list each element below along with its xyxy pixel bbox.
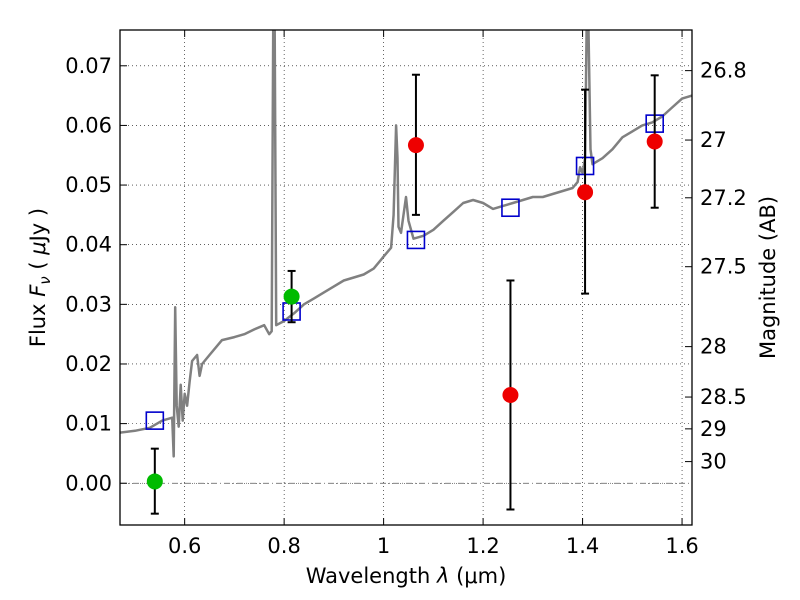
y-tick-label: 0.05 bbox=[65, 173, 112, 197]
observed-point bbox=[146, 473, 163, 490]
x-axis-label: Wavelength λ (μm) bbox=[306, 564, 507, 588]
y2-tick-label: 30 bbox=[700, 450, 727, 474]
y-tick-label: 0.02 bbox=[65, 352, 112, 376]
y-tick-label: 0.06 bbox=[65, 113, 112, 137]
y2-tick-label: 28.5 bbox=[700, 385, 747, 409]
y-tick-label: 0.00 bbox=[65, 471, 112, 495]
observed-point bbox=[502, 386, 519, 403]
y-tick-label: 0.07 bbox=[65, 54, 112, 78]
observed-point bbox=[283, 288, 300, 305]
y2-axis-label: Magnitude (AB) bbox=[756, 196, 780, 359]
y-tick-label: 0.04 bbox=[65, 233, 112, 257]
observed-point bbox=[646, 133, 663, 150]
y2-tick-label: 28 bbox=[700, 335, 727, 359]
x-tick-label: 0.8 bbox=[267, 534, 300, 558]
y2-tick-label: 27 bbox=[700, 128, 727, 152]
observed-point bbox=[407, 137, 424, 154]
model-photometry-square bbox=[145, 411, 165, 430]
model-photometry-square bbox=[406, 230, 426, 250]
x-tick-label: 1 bbox=[377, 534, 390, 558]
x-tick-label: 1.4 bbox=[566, 534, 599, 558]
y-axis-label: Flux Fν ( μJy ) bbox=[26, 208, 54, 347]
plot-frame bbox=[119, 29, 693, 526]
plot-area bbox=[120, 30, 692, 515]
y2-tick-label: 26.8 bbox=[700, 59, 747, 83]
model-photometry-square bbox=[501, 198, 520, 218]
y-tick-label: 0.01 bbox=[65, 412, 112, 436]
y2-tick-label: 27.2 bbox=[700, 186, 747, 210]
x-tick-label: 1.6 bbox=[665, 534, 698, 558]
y-tick-label: 0.03 bbox=[65, 292, 112, 316]
x-tick-label: 0.6 bbox=[168, 534, 201, 558]
y2-tick-label: 27.5 bbox=[700, 255, 747, 279]
model-spectrum-line bbox=[120, 30, 692, 458]
x-tick-label: 1.2 bbox=[466, 534, 499, 558]
observed-point bbox=[577, 184, 594, 201]
y2-tick-label: 29 bbox=[700, 417, 727, 441]
